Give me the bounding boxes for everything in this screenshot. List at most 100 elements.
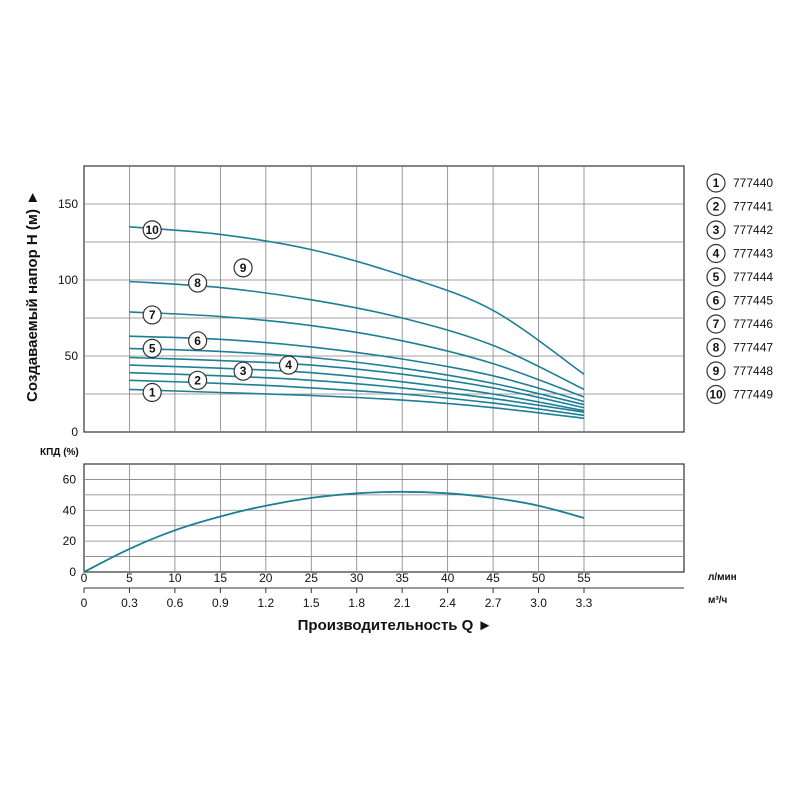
curve-marker-circle — [233, 258, 253, 278]
curve-marker-number: 10 — [146, 223, 160, 237]
m3h-tick-label: 2.4 — [439, 596, 456, 610]
lpm-tick-label: 15 — [214, 571, 228, 585]
curve-marker-circle — [188, 273, 208, 293]
legend-marker-number: 2 — [713, 200, 720, 214]
curve-marker-9: 9 — [233, 258, 253, 278]
curve-marker-circle — [188, 370, 208, 390]
head-y-tick-label: 150 — [58, 197, 78, 211]
legend-item-1: 1 777440 — [706, 173, 773, 193]
head-y-axis-title: Создаваемый напор H (м) ► — [24, 190, 41, 402]
m3h-tick-label: 0.9 — [212, 596, 229, 610]
x-axis-title: Производительность Q ► — [298, 617, 493, 634]
curve-marker-1: 1 — [142, 382, 162, 403]
legend-label: 777440 — [733, 176, 773, 190]
head-curve-2 — [129, 379, 585, 417]
lpm-tick-label: 45 — [486, 571, 500, 585]
lpm-tick-label: 0 — [81, 571, 88, 585]
head-curve-3 — [129, 371, 585, 413]
legend-marker-number: 3 — [713, 223, 720, 237]
legend-marker-number: 6 — [713, 294, 720, 308]
head-curve-6 — [129, 347, 585, 406]
legend-marker-circle — [706, 196, 726, 217]
efficiency-y-tick-label: 0 — [69, 565, 76, 579]
legend-marker-number: 8 — [713, 341, 720, 355]
curve-marker-number: 2 — [194, 373, 201, 387]
head-curve-9 — [129, 280, 585, 391]
curve-marker-number: 5 — [149, 341, 156, 355]
m3h-tick-label: 3.3 — [576, 596, 593, 610]
curve-marker-3: 3 — [233, 361, 253, 381]
legend-marker-number: 9 — [713, 364, 720, 378]
curve-marker-4: 4 — [278, 355, 299, 375]
head-y-tick-label: 50 — [65, 349, 79, 363]
legend-marker-number: 10 — [709, 388, 723, 402]
legend-marker-number: 7 — [713, 317, 720, 331]
legend-label: 777444 — [733, 270, 773, 284]
curve-marker-number: 6 — [194, 334, 201, 348]
curve-marker-circle — [142, 305, 162, 325]
lpm-tick-label: 10 — [168, 571, 182, 585]
head-curve-5 — [129, 356, 585, 409]
curve-marker-number: 4 — [285, 358, 292, 372]
head-y-tick-label: 0 — [71, 425, 78, 439]
head-chart-frame — [83, 165, 685, 433]
legend-marker-circle — [706, 220, 726, 240]
legend-item-2: 2 777441 — [706, 196, 773, 217]
legend-label: 777442 — [733, 223, 773, 237]
m3h-tick-label: 0.3 — [121, 596, 138, 610]
legend-marker-circle — [706, 173, 726, 193]
legend: 1 777440 2 777441 3 777442 4 777443 5 777444 6 7774… — [706, 173, 773, 405]
head-curve-4 — [129, 364, 585, 412]
legend-label: 777448 — [733, 364, 773, 378]
m3h-tick-label: 3.0 — [530, 596, 547, 610]
curve-marker-number: 3 — [240, 364, 247, 378]
lpm-tick-label: 5 — [126, 571, 133, 585]
legend-marker-circle — [706, 384, 726, 405]
m3h-tick-label: 0.6 — [167, 596, 184, 610]
head-y-tick-label: 100 — [58, 273, 78, 287]
m3h-tick-label: 0 — [81, 596, 88, 610]
curve-marker-circle — [142, 382, 162, 403]
head-curve-markers: 1 2 3 4 5 6 7 8 9 10 — [142, 220, 299, 403]
curve-marker-8: 8 — [188, 273, 208, 293]
legend-marker-number: 4 — [713, 247, 720, 261]
m3h-tick-label: 1.2 — [257, 596, 274, 610]
legend-marker-number: 1 — [713, 176, 720, 190]
curve-marker-number: 8 — [194, 276, 201, 290]
efficiency-y-tick-label: 60 — [63, 472, 77, 486]
efficiency-y-tick-label: 40 — [63, 503, 77, 517]
m3h-unit-label: м³/ч — [708, 595, 728, 606]
curve-marker-number: 7 — [149, 308, 156, 322]
lpm-unit-label: л/мин — [708, 572, 737, 583]
legend-item-3: 3 777442 — [706, 220, 773, 240]
legend-marker-circle — [706, 267, 726, 287]
legend-item-10: 10 777449 — [706, 384, 773, 405]
lpm-tick-label: 20 — [259, 571, 273, 585]
curve-marker-5: 5 — [142, 338, 162, 358]
head-curves — [129, 226, 585, 420]
legend-item-6: 6 777445 — [706, 290, 773, 311]
legend-label: 777441 — [733, 200, 773, 214]
efficiency-chart-grid — [83, 463, 685, 573]
head-curve-1 — [129, 388, 585, 420]
legend-label: 777447 — [733, 341, 773, 355]
legend-marker-circle — [706, 337, 726, 358]
head-y-ticks: 0 50 100 150 — [58, 197, 78, 439]
efficiency-y-tick-label: 20 — [63, 534, 77, 548]
legend-label: 777449 — [733, 388, 773, 402]
legend-item-7: 7 777446 — [706, 314, 773, 334]
legend-item-4: 4 777443 — [706, 243, 773, 264]
legend-marker-circle — [706, 290, 726, 311]
m3h-tick-label: 1.5 — [303, 596, 320, 610]
lpm-tick-label: 55 — [577, 571, 591, 585]
x-axis-ticks: 0 5 10 15 20 25 30 35 40 45 50 55 0 0.3 0.6 0.9 1.2 1.5 1.… — [81, 571, 684, 610]
legend-label: 777446 — [733, 317, 773, 331]
curve-marker-2: 2 — [188, 370, 208, 390]
legend-marker-number: 5 — [713, 270, 720, 284]
curve-marker-10: 10 — [142, 220, 162, 240]
efficiency-curve — [83, 490, 585, 573]
efficiency-y-ticks: 0 20 40 60 — [63, 472, 77, 579]
curve-marker-circle — [233, 361, 253, 381]
legend-label: 777445 — [733, 294, 773, 308]
